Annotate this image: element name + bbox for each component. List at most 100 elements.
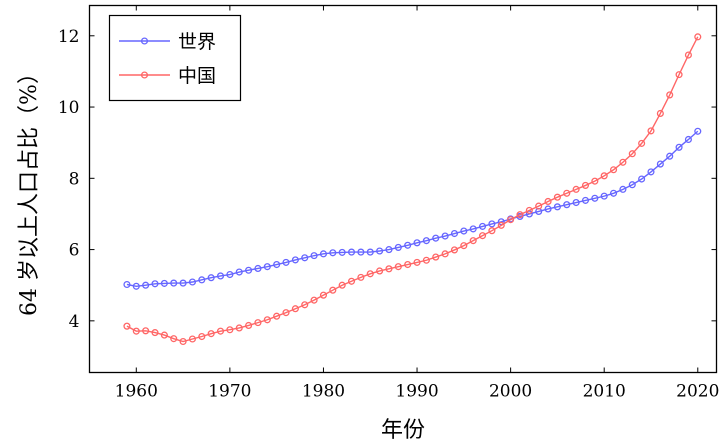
data-point-1: [151, 329, 159, 337]
data-point-0: [207, 274, 215, 282]
data-point-1: [226, 326, 234, 334]
data-point-1: [535, 202, 543, 210]
data-point-0: [422, 237, 430, 245]
data-point-1: [694, 33, 702, 41]
data-point-0: [310, 252, 318, 260]
data-point-0: [357, 248, 365, 256]
series-layer: [123, 33, 702, 346]
data-point-0: [572, 198, 580, 207]
legend-label-china: 中国: [178, 65, 216, 87]
data-point-1: [591, 177, 599, 185]
x-tick-label: 2020: [676, 382, 719, 402]
x-tick-label: 1990: [395, 382, 438, 402]
data-point-0: [441, 232, 449, 240]
data-point-1: [675, 71, 683, 79]
data-point-1: [544, 197, 552, 206]
data-point-0: [347, 248, 356, 256]
data-point-1: [469, 237, 477, 245]
data-point-0: [638, 175, 646, 183]
data-point-1: [142, 327, 150, 335]
data-point-1: [301, 301, 309, 309]
data-point-1: [357, 273, 365, 281]
data-point-0: [254, 264, 262, 273]
data-point-1: [347, 277, 356, 285]
data-point-0: [628, 181, 636, 189]
data-point-1: [188, 335, 196, 343]
x-axis-title: 年份: [381, 418, 425, 443]
data-point-0: [675, 143, 683, 151]
data-point-1: [422, 256, 430, 264]
legend-marker-world: [140, 37, 149, 45]
data-point-0: [694, 127, 702, 135]
data-point-0: [413, 239, 421, 247]
data-point-1: [638, 139, 646, 147]
data-point-0: [600, 192, 608, 200]
data-point-0: [432, 234, 440, 242]
data-point-0: [581, 196, 590, 204]
data-point-0: [319, 250, 328, 258]
y-tick-label: 10: [58, 98, 80, 118]
data-point-0: [142, 281, 150, 289]
data-point-1: [572, 185, 580, 193]
data-point-0: [647, 168, 655, 176]
data-point-1: [282, 309, 290, 317]
y-tick-label: 4: [69, 312, 80, 332]
data-point-0: [235, 268, 243, 276]
data-point-1: [254, 319, 262, 327]
data-point-0: [329, 249, 337, 257]
series-line-1: [126, 36, 699, 343]
data-point-1: [441, 250, 449, 258]
data-point-0: [273, 260, 281, 269]
data-point-0: [216, 272, 225, 280]
data-point-0: [385, 246, 393, 254]
data-point-1: [460, 242, 468, 250]
data-point-1: [329, 286, 337, 294]
data-point-1: [478, 232, 487, 240]
data-point-1: [647, 127, 655, 135]
data-point-1: [235, 324, 243, 332]
data-point-0: [170, 279, 178, 287]
x-tick-label: 1960: [115, 382, 158, 402]
data-point-1: [450, 246, 459, 254]
data-point-0: [282, 258, 290, 266]
data-point-1: [385, 265, 393, 273]
data-point-1: [216, 327, 225, 335]
data-point-1: [291, 305, 299, 313]
data-point-0: [151, 280, 159, 288]
data-point-0: [553, 203, 561, 211]
data-point-0: [684, 135, 692, 144]
y-tick-label: 8: [69, 169, 80, 189]
y-axis: 4 6 8 10 12: [58, 27, 717, 332]
data-point-0: [450, 229, 459, 238]
data-point-1: [207, 330, 215, 338]
data-point-1: [525, 206, 533, 214]
data-point-1: [198, 332, 206, 341]
data-point-1: [123, 322, 131, 330]
data-point-1: [488, 227, 496, 235]
y-tick-label: 12: [58, 27, 80, 47]
data-point-1: [404, 260, 412, 269]
x-axis: 1960 1970 1980 1990 2000 2010 2020: [115, 5, 719, 402]
data-point-1: [319, 291, 328, 299]
data-point-0: [469, 225, 477, 233]
data-point-0: [179, 279, 187, 287]
legend-marker-china: [140, 71, 149, 79]
data-point-1: [263, 316, 271, 324]
data-point-1: [273, 312, 281, 320]
data-point-1: [516, 211, 524, 219]
data-point-0: [160, 279, 168, 287]
data-point-1: [170, 335, 178, 343]
data-point-1: [656, 109, 664, 118]
data-point-1: [394, 263, 402, 271]
data-point-1: [581, 181, 590, 189]
x-tick-label: 2000: [489, 382, 532, 402]
data-point-1: [132, 327, 140, 335]
data-point-0: [366, 248, 374, 256]
data-point-1: [563, 189, 571, 197]
data-point-0: [245, 266, 253, 274]
data-point-0: [656, 160, 664, 168]
data-point-1: [684, 51, 692, 59]
data-point-0: [394, 243, 402, 251]
x-tick-label: 1970: [208, 382, 251, 402]
x-tick-label: 1980: [302, 382, 345, 402]
